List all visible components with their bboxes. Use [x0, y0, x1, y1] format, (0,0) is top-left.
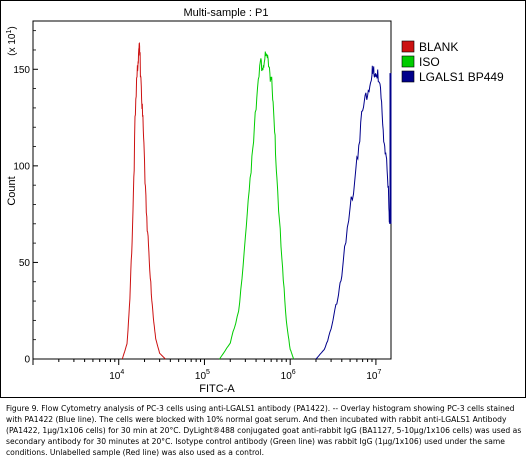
- series-line-blank: [121, 42, 166, 360]
- legend-label: ISO: [419, 55, 440, 69]
- legend-label: BLANK: [419, 40, 458, 54]
- legend-swatch: [401, 55, 415, 68]
- x-tick-label: 107: [366, 369, 381, 382]
- y-axis-ticks: 0 50 100 150: [13, 30, 38, 366]
- chart-title: Multi-sample : P1: [184, 7, 269, 19]
- y-tick-label: 50: [19, 258, 31, 269]
- legend-swatch: [401, 40, 415, 53]
- x-tick-label: 104: [109, 369, 124, 382]
- figure-frame: Multi-sample : P1 0 50 100 150 104 105 106 107…: [0, 0, 526, 398]
- y-tick-label: 0: [24, 355, 30, 366]
- series-line-iso: [219, 51, 295, 360]
- x-tick-label: 106: [281, 369, 296, 382]
- y-tick-label: 150: [13, 65, 30, 76]
- y-tick-label: 100: [13, 161, 30, 172]
- legend-swatch: [401, 70, 415, 83]
- x-axis-label: FITC-A: [199, 383, 235, 395]
- flow-cytometry-chart: Multi-sample : P1 0 50 100 150 104 105 106 107…: [6, 7, 504, 395]
- y-multiplier-label: (x 101): [6, 26, 18, 55]
- x-axis-ticks: 104 105 106 107: [32, 359, 382, 382]
- legend-label: LGALS1 BP449: [419, 70, 504, 84]
- plot-area: [32, 20, 392, 360]
- figure-caption: Figure 9. Flow Cytometry analysis of PC-…: [6, 404, 522, 457]
- series-line-lgals1-bp449: [315, 65, 391, 360]
- series-lines: [121, 42, 392, 360]
- y-axis-label: Count: [6, 176, 18, 205]
- x-tick-label: 105: [195, 369, 210, 382]
